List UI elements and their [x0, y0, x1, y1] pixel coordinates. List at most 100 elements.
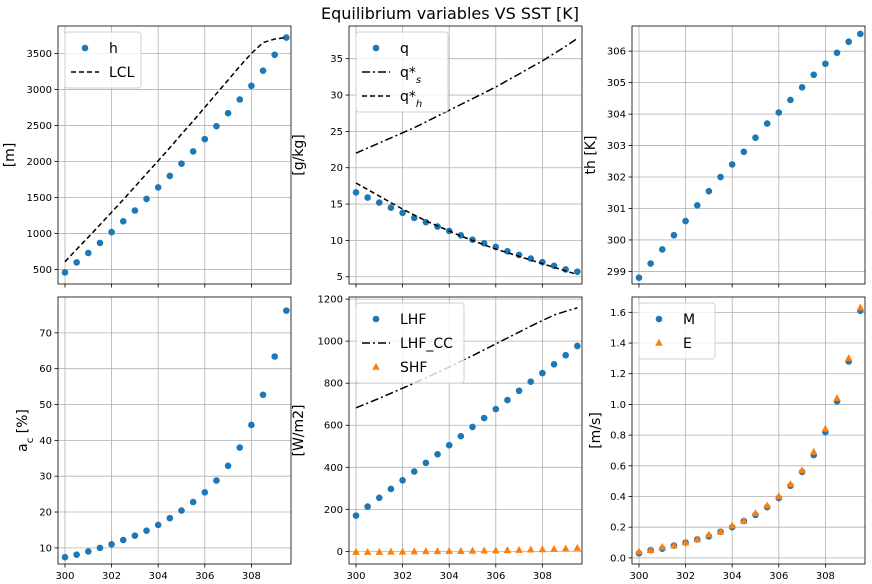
data-point-h — [236, 96, 244, 103]
data-point-th — [752, 134, 759, 141]
panel-ME: 300 302 304 306 308 0.0 0.2 0.4 0.6 0.8 1.0 1.2 1.4 1… — [588, 296, 866, 582]
x-tick-label: 308 — [533, 571, 552, 582]
y-tick-label: 10 — [330, 236, 343, 247]
legend-marker-h — [81, 44, 89, 52]
data-point-h — [84, 249, 92, 257]
y-tick-label: 305 — [607, 78, 626, 89]
y-tick-label: 20 — [39, 508, 52, 519]
y-tick-label: 301 — [607, 204, 626, 215]
data-point-h — [108, 228, 115, 236]
legend-box — [355, 302, 465, 384]
data-point-SHF — [433, 547, 442, 555]
legend-marker-E — [655, 338, 663, 346]
y-tick-label: 2500 — [27, 121, 52, 132]
data-point-th — [740, 148, 748, 156]
data-point-E — [809, 447, 818, 455]
data-point-E — [763, 501, 771, 509]
legend-label-h: h — [109, 41, 118, 57]
y-axis-label: [W/m2] — [291, 404, 307, 456]
data-point-E — [693, 535, 702, 543]
series-line-q* — [355, 182, 578, 276]
data-point-ac — [283, 307, 290, 314]
data-point-h — [271, 51, 278, 59]
data-point-LHF — [574, 342, 581, 350]
data-point-LHF — [399, 477, 406, 484]
data-point-LHF — [410, 468, 418, 475]
data-point-SHF — [491, 546, 500, 554]
y-tick-label: 800 — [324, 379, 343, 390]
data-point-ac — [259, 391, 267, 399]
panel-th: 299 300 301 302 303 304 305 306 th [K] — [583, 25, 866, 288]
data-point-LHF — [457, 432, 465, 440]
y-axis-label: [g/kg] — [291, 134, 307, 176]
data-point-h — [154, 184, 162, 191]
data-point-th — [705, 187, 713, 195]
data-point-q — [375, 199, 383, 206]
data-point-ac — [236, 444, 244, 451]
y-tick-label: 1500 — [27, 193, 52, 204]
data-point-SHF — [503, 546, 512, 554]
x-tick-label: 300 — [629, 571, 648, 582]
x-tick-label: 306 — [769, 571, 788, 582]
data-point-h — [213, 122, 220, 130]
y-tick-label: 1.6 — [610, 308, 626, 319]
data-point-q — [364, 194, 371, 201]
data-point-SHF — [526, 545, 535, 553]
data-point-SHF — [445, 546, 453, 554]
legend-marker-q — [372, 44, 380, 52]
y-tick-label: 35 — [330, 54, 343, 65]
y-tick-label: 600 — [324, 421, 343, 432]
y-tick-label: 30 — [330, 91, 343, 102]
y-tick-label: 400 — [324, 463, 343, 474]
data-point-ac — [119, 536, 127, 544]
plot-area — [61, 307, 290, 561]
series-line-LCL — [64, 36, 287, 263]
y-tick-label: 304 — [607, 110, 626, 121]
data-point-h — [178, 160, 185, 167]
y-tick-label: 25 — [330, 127, 343, 138]
x-tick-label: 304 — [723, 571, 742, 582]
axes-frame — [631, 296, 866, 565]
data-point-LHF — [387, 485, 395, 493]
data-point-E — [821, 424, 830, 432]
data-point-th — [810, 71, 818, 79]
data-point-ac — [131, 532, 139, 539]
data-point-q — [352, 189, 360, 196]
data-point-h — [248, 82, 255, 90]
y-tick-label: 0.8 — [610, 431, 626, 442]
axes-frame — [631, 25, 866, 285]
data-point-h — [189, 148, 197, 155]
data-point-E — [833, 394, 841, 402]
plot-area — [352, 37, 581, 276]
data-point-h — [96, 239, 104, 247]
axes-frame — [348, 296, 583, 565]
panel-flux: 300 302 304 306 308 0 200 400 600 800 1000 1200 [W/m… — [291, 295, 583, 582]
data-point-th — [833, 49, 841, 57]
y-axis-label: [m] — [2, 143, 18, 168]
data-point-SHF — [398, 547, 407, 555]
data-point-E — [705, 530, 713, 538]
data-point-E — [844, 354, 853, 362]
y-tick-label: 3500 — [27, 49, 52, 60]
data-point-ac — [96, 544, 104, 552]
data-point-th — [682, 217, 689, 225]
legend-box — [638, 302, 716, 360]
data-point-LHF — [515, 387, 523, 395]
figure-title: Equilibrium variables VS SST [K] — [321, 4, 579, 23]
y-tick-label: 70 — [39, 328, 52, 339]
data-point-LHF — [504, 396, 511, 404]
legend-marker-M — [655, 315, 663, 323]
x-tick-label: 304 — [440, 571, 459, 582]
data-point-SHF — [457, 546, 465, 554]
data-point-E — [635, 547, 643, 555]
data-point-E — [774, 492, 783, 500]
data-point-q — [457, 232, 465, 239]
y-tick-label: 1.4 — [610, 339, 626, 350]
data-point-th — [798, 84, 806, 91]
legend-label-q: q — [400, 41, 409, 57]
data-point-q — [399, 209, 406, 217]
data-point-th — [775, 109, 783, 116]
data-point-E — [681, 538, 690, 546]
data-point-SHF — [387, 547, 395, 555]
data-point-LHF — [375, 494, 383, 502]
